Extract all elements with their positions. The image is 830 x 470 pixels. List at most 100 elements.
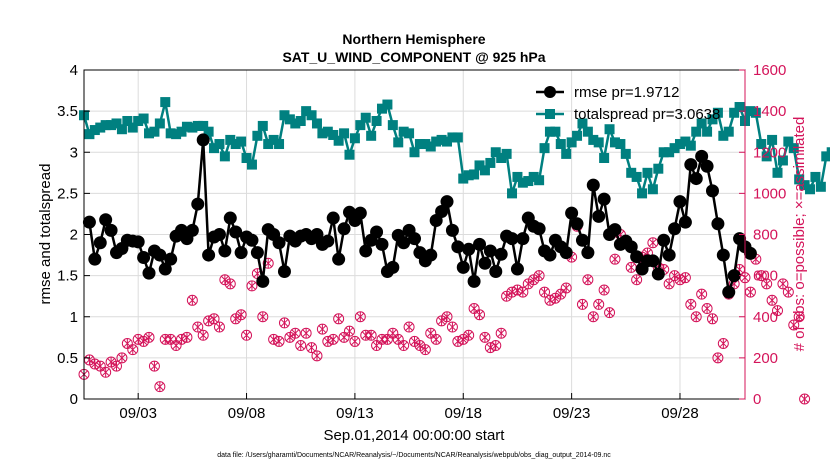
- rmse-point: [82, 215, 96, 229]
- totalspread-point: [512, 171, 523, 182]
- legend-spread-label: totalspread pr=3.0638: [574, 106, 720, 123]
- rmse-point: [597, 192, 611, 206]
- totalspread-point: [761, 151, 772, 162]
- totalspread-point: [658, 147, 669, 158]
- totalspread-point: [501, 148, 512, 159]
- rmse-point: [559, 246, 573, 260]
- legend-rmse-marker: [544, 86, 556, 98]
- totalspread-point: [241, 153, 252, 164]
- totalspread-point: [192, 120, 203, 131]
- totalspread-point: [171, 129, 182, 140]
- obs-assimilated-star: [768, 295, 777, 306]
- obs-assimilated-star: [762, 278, 771, 289]
- obs-marker: [392, 333, 404, 345]
- obs-assimilated-star: [291, 328, 300, 339]
- totalspread-point: [366, 130, 377, 141]
- tick-marks: [84, 69, 746, 400]
- totalspread-point: [209, 143, 220, 154]
- obs-marker: [213, 321, 225, 333]
- rmse-point: [570, 217, 584, 231]
- totalspread-point: [252, 130, 263, 141]
- obs-marker: [479, 331, 491, 343]
- obs-assimilated-star: [334, 313, 343, 324]
- totalspread-point: [176, 126, 187, 137]
- totalspread-point: [815, 181, 826, 192]
- obs-marker: [111, 360, 123, 372]
- obs-assimilated-star: [242, 330, 251, 341]
- rmse-line: [88, 139, 752, 293]
- y-tick-label-left: 2: [70, 227, 78, 244]
- obs-marker: [387, 327, 399, 339]
- obs-assimilated-star: [518, 287, 527, 298]
- obs-assimilated-star: [627, 262, 636, 273]
- obs-marker: [576, 298, 588, 310]
- obs-marker: [94, 360, 106, 372]
- totalspread-point: [712, 107, 723, 118]
- totalspread-point: [230, 139, 241, 150]
- rmse-point: [445, 223, 459, 237]
- obs-assimilated-star: [145, 332, 153, 343]
- obs-marker: [706, 313, 718, 325]
- totalspread-point: [599, 153, 610, 164]
- totalspread-point: [826, 147, 830, 158]
- y-tick-label-left: 4: [70, 62, 78, 79]
- rmse-point: [277, 265, 291, 279]
- x-tick-label: 09/28: [661, 405, 699, 422]
- totalspread-point: [479, 165, 490, 176]
- totalspread-point: [490, 147, 501, 158]
- obs-assimilated-star: [686, 299, 695, 310]
- totalspread-point: [133, 115, 144, 126]
- rmse-point: [467, 274, 481, 288]
- totalspread-point: [469, 169, 480, 180]
- y-tick-label-left: 1: [70, 309, 78, 326]
- totalspread-point: [95, 122, 106, 133]
- obs-marker: [604, 307, 616, 319]
- obs-assimilated-star: [248, 280, 256, 291]
- obs-assimilated-star: [193, 322, 202, 333]
- x-tick-label: 09/08: [228, 405, 266, 422]
- rmse-point: [310, 228, 324, 241]
- y-tick-label-right: 1200: [753, 144, 786, 161]
- y-tick-label-right: 200: [753, 350, 778, 367]
- totalspread-point: [702, 126, 713, 137]
- x-tick-labels: 09/03 09/08 09/13 09/18 09/23 09/28: [119, 405, 698, 422]
- rmse-point: [494, 247, 508, 261]
- obs-marker: [782, 286, 794, 298]
- totalspread-point: [404, 128, 415, 139]
- obs-assimilated-star: [112, 361, 121, 372]
- obs-assimilated-star: [182, 332, 191, 343]
- rmse-point: [202, 248, 216, 262]
- obs-assimilated-star: [134, 334, 143, 345]
- obs-assimilated-star: [703, 303, 712, 314]
- totalspread-point: [788, 143, 799, 154]
- totalspread-point: [539, 143, 550, 154]
- obs-marker: [192, 321, 204, 333]
- rmse-point: [337, 222, 351, 236]
- rmse-point: [743, 246, 757, 260]
- obs-marker: [381, 333, 393, 345]
- rmse-point: [408, 232, 421, 246]
- totalspread-point: [485, 157, 496, 168]
- obs-marker: [430, 333, 442, 345]
- totalspread-point: [604, 124, 615, 135]
- totalspread-point: [138, 113, 149, 124]
- totalspread-point: [555, 139, 566, 150]
- obs-marker: [501, 290, 513, 302]
- obs-marker: [100, 366, 112, 378]
- obs-assimilated-star: [692, 311, 701, 322]
- totalspread-point: [322, 126, 333, 137]
- obs-marker: [197, 329, 209, 341]
- rmse-point: [229, 225, 243, 239]
- obs-assimilated-star: [443, 311, 451, 322]
- obs-assimilated-star: [540, 287, 549, 298]
- obs-marker: [712, 352, 724, 364]
- obs-assimilated-star: [323, 336, 332, 347]
- obs-marker: [235, 309, 247, 321]
- obs-assimilated-star: [605, 307, 614, 318]
- totalspread-point: [685, 140, 696, 151]
- totalspread-point: [507, 188, 518, 199]
- totalspread-point: [198, 120, 209, 131]
- obs-assimilated-star: [773, 305, 782, 316]
- rmse-point: [651, 267, 665, 281]
- obs-assimilated-star: [405, 322, 414, 333]
